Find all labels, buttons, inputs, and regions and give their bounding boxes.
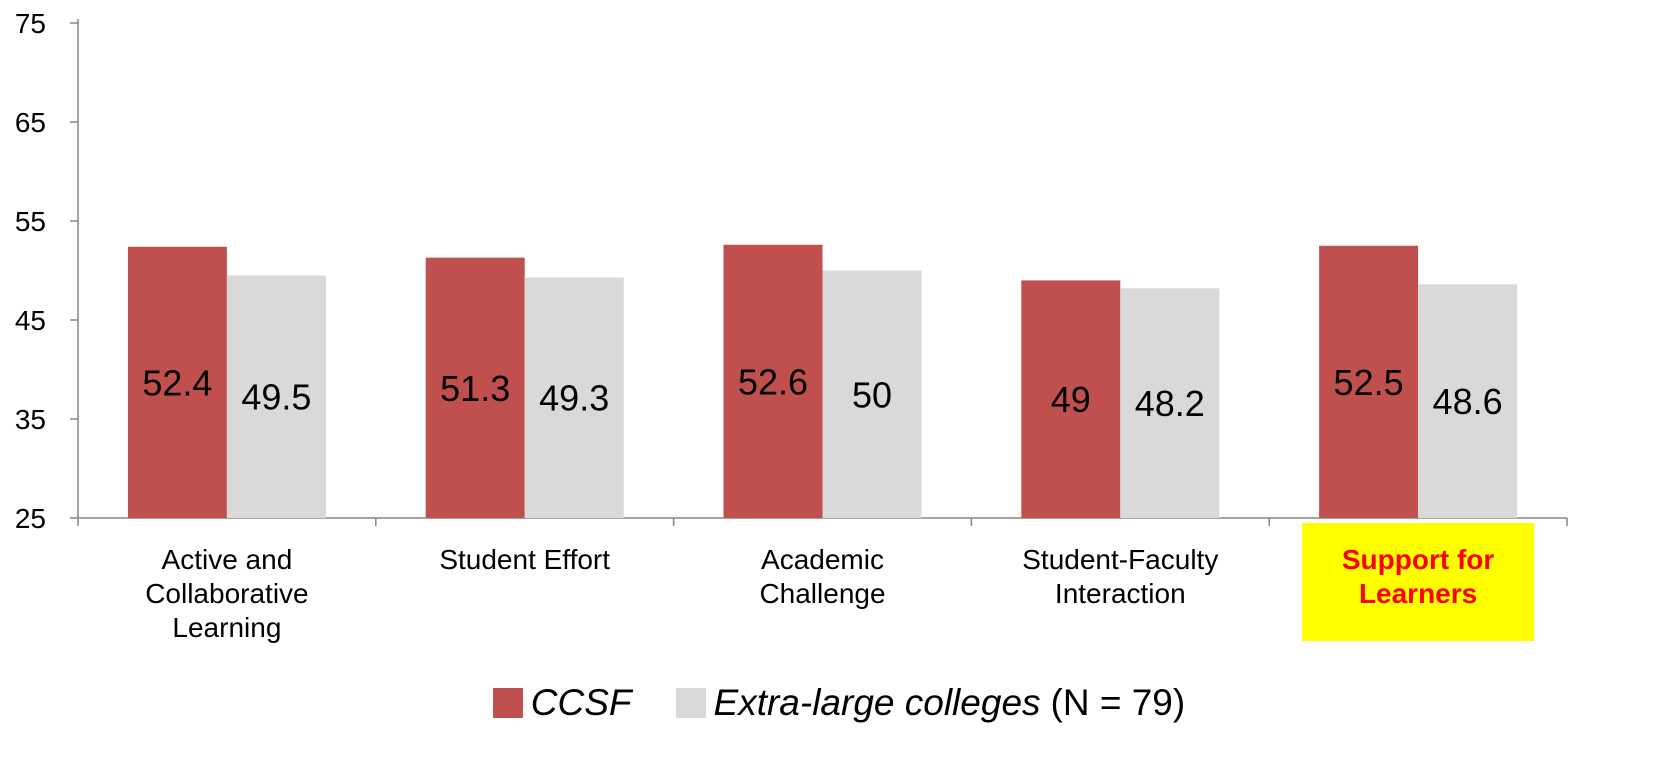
legend-label-ccsf: CCSF (530, 682, 632, 723)
bar-ccsf (425, 257, 525, 518)
x-category-label: Student-Faculty Interaction (1022, 544, 1218, 609)
data-label: 49.5 (241, 377, 311, 418)
legend-swatch-ccsf (492, 688, 523, 718)
data-label: 51.3 (440, 368, 510, 409)
x-category-label: Academic Challenge (759, 544, 885, 609)
x-category-label-line: Learning (172, 612, 281, 643)
bar-extra-large (226, 275, 326, 518)
data-label: 52.6 (738, 361, 808, 402)
bar-ccsf (127, 246, 227, 519)
bar-chart: 25 35 45 55 65 75 52.4 49.5 Active and Collaborat… (15, 8, 1568, 643)
x-category-label: Student Effort (439, 544, 610, 575)
y-tick-label: 65 (15, 107, 46, 138)
bar-ccsf (723, 244, 823, 518)
x-category-label-line: Collaborative (145, 578, 308, 609)
legend-item-extra-large: Extra-large colleges (N = 79) (675, 682, 1186, 724)
category-highlight-box (1302, 523, 1535, 641)
x-category-label: Active and Collaborative Learning (145, 544, 308, 643)
data-label: 50 (852, 374, 892, 415)
x-category-label-line: Student-Faculty (1022, 544, 1218, 575)
data-label: 49 (1051, 379, 1091, 420)
data-label: 48.6 (1433, 381, 1503, 422)
bar-ccsf (1319, 245, 1419, 518)
y-tick-label: 35 (15, 404, 46, 435)
x-category-label-line: Learners (1359, 578, 1477, 609)
x-category-label-line: Student Effort (439, 544, 610, 575)
data-label: 52.4 (142, 362, 212, 403)
x-category-label-line: Active and (162, 544, 293, 575)
x-category-label-line: Challenge (759, 578, 885, 609)
legend-sample-size: (N = 79) (1050, 682, 1186, 723)
bar-extra-large (1120, 288, 1220, 518)
bar-extra-large (524, 277, 624, 518)
legend: CCSF Extra-large colleges (N = 79) (0, 682, 1678, 724)
y-tick-label: 75 (15, 8, 46, 39)
legend-label-extra-large: Extra-large colleges (713, 682, 1041, 723)
y-tick-label: 25 (15, 503, 46, 534)
x-category-label-line: Academic (761, 544, 884, 575)
data-label: 52.5 (1334, 362, 1404, 403)
data-label: 49.3 (539, 378, 609, 419)
legend-item-ccsf: CCSF (492, 682, 632, 724)
y-tick-label: 45 (15, 305, 46, 336)
bar-extra-large (822, 270, 922, 518)
legend-swatch-extra-large (675, 688, 706, 718)
x-category-label-line: Support for (1342, 544, 1495, 575)
x-category-label: Support for Learners (1342, 544, 1495, 609)
bar-extra-large (1418, 284, 1518, 518)
y-tick-label: 55 (15, 206, 46, 237)
x-category-label-line: Interaction (1055, 578, 1186, 609)
bar-ccsf (1021, 280, 1121, 518)
data-label: 48.2 (1135, 383, 1205, 424)
